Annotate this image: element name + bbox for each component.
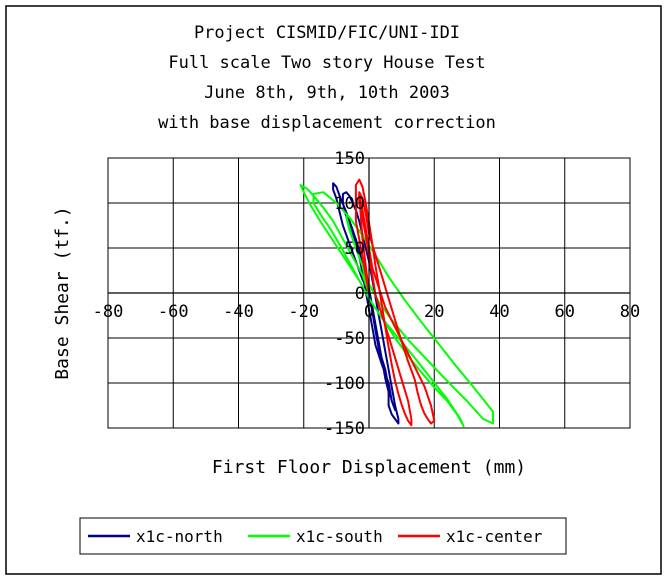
x-tick-label-0: -80 [93, 302, 124, 322]
y-tick-label-1: -100 [324, 374, 365, 394]
x-tick-label-1: -60 [158, 302, 189, 322]
legend-label-center: x1c-center [446, 527, 543, 546]
y-tick-label-3: 0 [355, 284, 365, 304]
legend: x1c-north x1c-south x1c-center [79, 517, 567, 555]
x-tick-label-8: 80 [620, 302, 640, 322]
legend-label-south: x1c-south [296, 527, 383, 546]
x-tick-label-7: 60 [555, 302, 575, 322]
x-tick-label-5: 20 [424, 302, 444, 322]
series-line-south [299, 184, 494, 428]
y-tick-label-2: -50 [334, 329, 365, 349]
x-axis-label: First Floor Displacement (mm) [212, 457, 526, 478]
axes [108, 158, 630, 428]
x-tick-label-6: 40 [489, 302, 509, 322]
legend-box [79, 517, 567, 555]
chart-title-line-3: June 8th, 9th, 10th 2003 [204, 83, 450, 103]
chart-title-line-1: Project CISMID/FIC/UNI-IDI [194, 23, 460, 43]
y-tick-label-4: 50 [345, 239, 365, 259]
y-tick-label-6: 150 [334, 149, 365, 169]
y-axis-label: Base Shear (tf.) [52, 206, 73, 379]
series-line-center [354, 178, 436, 427]
x-tick-label-4: 0 [364, 302, 374, 322]
y-tick-label-5: 100 [334, 194, 365, 214]
y-tick-label-0: -150 [324, 419, 365, 439]
tick-labels: -80 -60 -40 -20 0 20 40 60 80 -150 -100 -50 0 50 100 15… [93, 149, 641, 439]
x-tick-label-3: -20 [288, 302, 319, 322]
series-group [299, 178, 494, 428]
legend-label-north: x1c-north [136, 527, 223, 546]
x-tick-label-2: -40 [223, 302, 254, 322]
chart-title-line-2: Full scale Two story House Test [168, 53, 485, 73]
chart-title-line-4: with base displacement correction [158, 113, 496, 133]
